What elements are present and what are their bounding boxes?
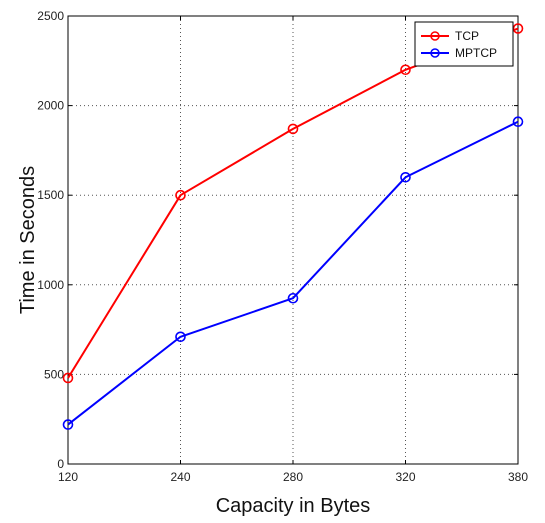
y-tick-label: 2500 <box>37 9 64 23</box>
data-point-tcp <box>400 64 411 76</box>
legend-box <box>414 21 514 67</box>
data-point-tcp <box>62 372 74 384</box>
y-tick-label: 500 <box>44 367 64 381</box>
x-tick-label: 320 <box>395 470 415 484</box>
data-point-tcp <box>175 189 186 201</box>
legend-marker-mptcp <box>430 48 440 58</box>
data-point-tcp <box>287 123 299 135</box>
x-tick-label: 240 <box>170 470 190 484</box>
data-point-mptcp <box>62 419 74 430</box>
x-axis-label: Capacity in Bytes <box>216 495 371 517</box>
legend-label-mptcp: MPTCP <box>455 46 497 60</box>
y-tick-label: 2000 <box>37 99 64 113</box>
y-tick-label: 1500 <box>37 188 64 202</box>
data-point-mptcp <box>400 171 411 183</box>
x-axis-ticks: 120 240 280 320 380 <box>58 16 528 484</box>
data-point-mptcp <box>287 292 299 304</box>
x-tick-label: 280 <box>283 470 303 484</box>
y-tick-label: 1000 <box>37 278 64 292</box>
x-tick-label: 380 <box>508 470 528 484</box>
legend-label-tcp: TCP <box>455 29 479 43</box>
legend: TCP MPTCP <box>414 21 514 67</box>
grid <box>68 16 518 464</box>
series-line-mptcp <box>67 120 519 426</box>
data-point-mptcp <box>175 331 186 343</box>
data-point-mptcp <box>512 116 524 128</box>
y-axis-label: Time in Seconds <box>17 166 39 314</box>
y-axis-ticks: 0 500 1000 1500 2000 2500 <box>37 9 518 471</box>
legend-marker-tcp <box>430 31 440 41</box>
y-tick-label: 0 <box>57 457 64 471</box>
x-tick-label: 120 <box>58 470 78 484</box>
